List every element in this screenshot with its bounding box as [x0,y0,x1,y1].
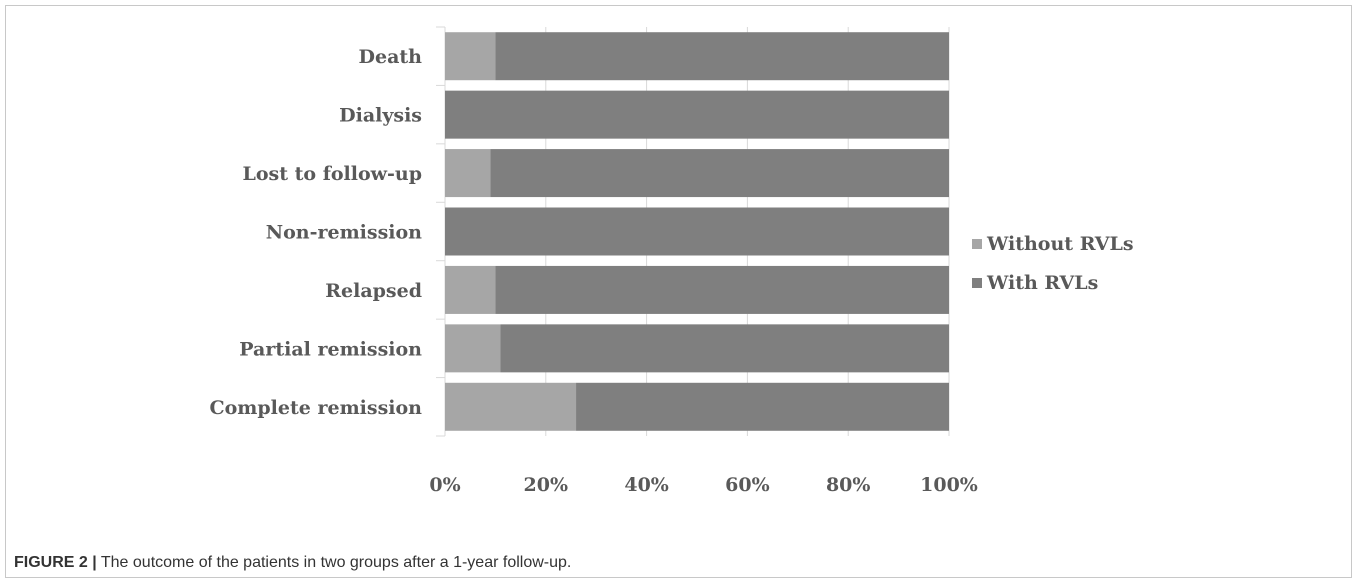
x-tick-label-2: 40% [624,474,669,496]
bar-death-without-rvls [445,32,496,81]
category-label-lost-to-follow-up: Lost to follow-up [243,163,422,185]
legend-label-without-rvls: Without RVLs [986,233,1134,255]
category-label-non-remission: Non-remission [266,222,422,244]
category-label-relapsed: Relapsed [325,280,422,302]
x-tick-label-5: 100% [920,474,978,496]
category-label-complete-remission: Complete remission [210,397,423,419]
category-label-death: Death [359,46,423,68]
legend-swatch-without-rvls [972,239,982,249]
legend: Without RVLs With RVLs [972,233,1134,294]
legend-label-with-rvls: With RVLs [986,272,1098,294]
x-tick-labels: 0% 20% 40% 60% 80% 100% [429,474,978,496]
bars-group [445,32,949,431]
bar-relapsed-without-rvls [445,265,496,314]
bar-non-remission-with-rvls [445,207,949,256]
bar-lost-to-follow-up-with-rvls [490,149,949,198]
bar-partial-remission-with-rvls [500,324,949,373]
category-label-dialysis: Dialysis [339,105,422,127]
bar-complete-remission-without-rvls [445,382,577,431]
bar-dialysis-with-rvls [445,90,949,139]
bar-complete-remission-with-rvls [576,382,949,431]
bar-death-with-rvls [495,32,949,81]
legend-swatch-with-rvls [972,278,982,288]
bar-relapsed-with-rvls [495,265,949,314]
figure-caption: FIGURE 2 | The outcome of the patients i… [14,554,571,572]
category-label-partial-remission: Partial remission [239,338,422,360]
x-tick-label-1: 20% [524,474,569,496]
x-tick-label-3: 60% [725,474,770,496]
x-tick-label-4: 80% [826,474,871,496]
caption-text: The outcome of the patients in two group… [96,554,572,571]
bar-lost-to-follow-up-without-rvls [445,149,491,198]
bar-partial-remission-without-rvls [445,324,501,373]
caption-label: FIGURE 2 | [14,554,97,571]
category-labels: Death Dialysis Lost to follow-up Non-remiss… [210,46,423,419]
x-tick-label-0: 0% [429,474,460,496]
